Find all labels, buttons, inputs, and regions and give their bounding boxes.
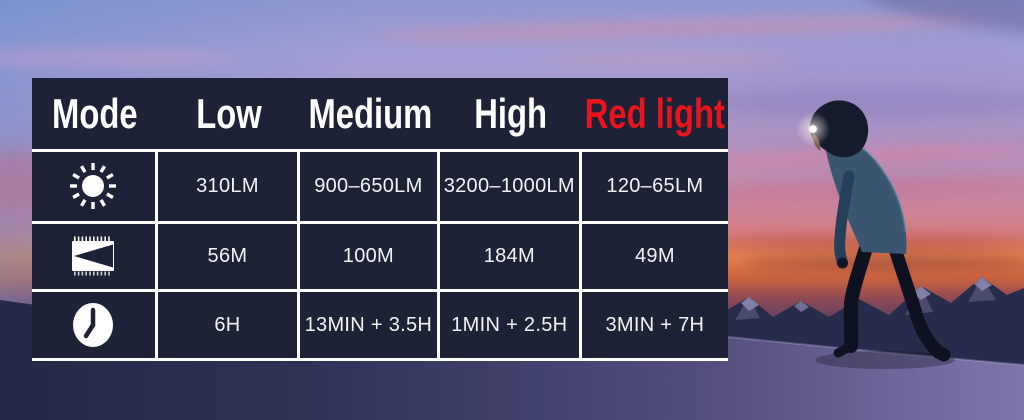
header-red-light-label: Red light — [584, 89, 725, 137]
header-low-label: Low — [196, 89, 262, 137]
arm — [834, 170, 855, 267]
beam-red-light: 49M — [581, 220, 728, 290]
brightness-red-light: 120–65LM — [606, 174, 704, 197]
runtime-medium: 13MIN + 3.5H — [299, 289, 440, 358]
lavender-cloud — [710, 88, 1024, 118]
header-mode: Mode — [32, 78, 158, 152]
pink-cloud — [540, 52, 800, 66]
header-low: Low — [157, 78, 300, 152]
header-medium-label: Medium — [308, 89, 432, 137]
runtime-high: 1MIN + 2.5H — [439, 289, 582, 358]
brightness-row-icon-cell — [32, 152, 158, 221]
clock-icon — [73, 303, 114, 348]
beam-low: 56M — [157, 220, 300, 290]
beam-distance-row-icon-cell — [32, 220, 158, 290]
headlamp-icon — [809, 125, 817, 133]
brightness-medium: 900–650LM — [300, 152, 440, 221]
red-sunset-cloud — [745, 258, 1024, 268]
brightness-low: 310LM — [158, 152, 300, 221]
header-high-label: High — [474, 89, 548, 137]
beam-distance-icon — [72, 236, 115, 276]
header-high: High — [439, 78, 582, 152]
sun-icon — [70, 163, 117, 210]
pink-cloud — [0, 48, 240, 68]
spec-table: Mode Low Medium High Red light — [32, 78, 728, 361]
beam-high: 184M — [439, 220, 582, 290]
header-red-light: Red light — [581, 78, 728, 152]
runtime-red-light: 3MIN + 7H — [581, 289, 728, 358]
header-mode-label: Mode — [52, 89, 138, 137]
brightness-high: 3200–1000LM — [440, 152, 582, 221]
beam-medium: 100M — [299, 220, 440, 290]
runtime-low: 6H — [157, 289, 300, 358]
hood — [809, 100, 869, 158]
header-medium: Medium — [299, 78, 440, 152]
hiker-silhouette — [796, 100, 951, 362]
jacket — [825, 142, 907, 254]
runtime-row-icon-cell — [32, 289, 158, 358]
